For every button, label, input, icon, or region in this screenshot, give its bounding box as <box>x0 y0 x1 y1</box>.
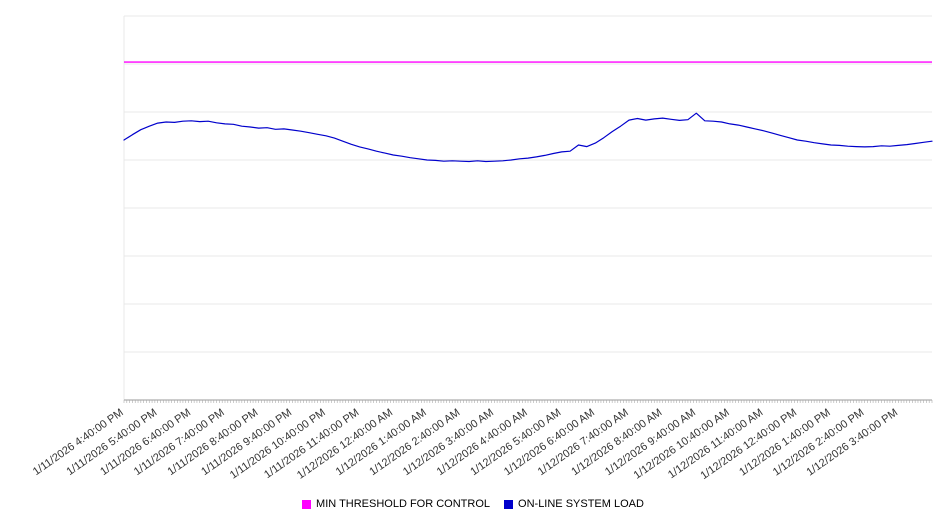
legend-label-system-load: ON-LINE SYSTEM LOAD <box>518 498 644 510</box>
system-load-swatch-icon <box>504 499 514 509</box>
line-chart-plot: 1/11/2026 4:40:00 PM1/11/2026 5:40:00 PM… <box>31 15 933 482</box>
system-load-line <box>123 112 933 163</box>
legend-item-min-threshold[interactable]: MIN THRESHOLD FOR CONTROL <box>302 498 490 510</box>
legend: MIN THRESHOLD FOR CONTROL ON-LINE SYSTEM… <box>0 498 946 510</box>
threshold-swatch-icon <box>302 499 312 509</box>
legend-label-min-threshold: MIN THRESHOLD FOR CONTROL <box>316 498 491 510</box>
legend-item-system-load[interactable]: ON-LINE SYSTEM LOAD <box>504 498 644 510</box>
